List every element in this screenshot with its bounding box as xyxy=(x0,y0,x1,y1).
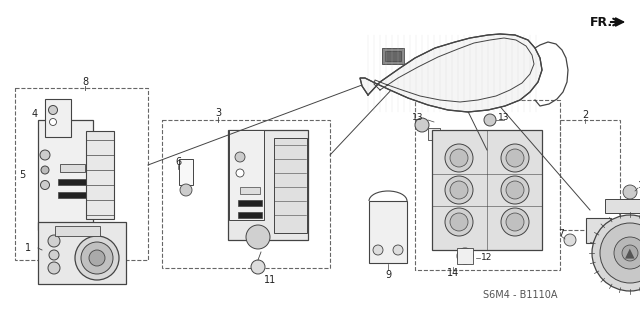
Circle shape xyxy=(40,181,49,189)
Bar xyxy=(382,48,404,64)
Circle shape xyxy=(49,250,59,260)
Bar xyxy=(605,199,640,213)
Text: 14: 14 xyxy=(447,268,459,278)
Circle shape xyxy=(40,150,50,160)
Circle shape xyxy=(445,176,473,204)
Bar xyxy=(385,51,401,61)
Circle shape xyxy=(484,114,496,126)
Bar xyxy=(369,201,407,263)
Text: 6: 6 xyxy=(175,157,181,167)
Circle shape xyxy=(592,215,640,291)
Text: 13: 13 xyxy=(499,113,509,122)
Text: 9: 9 xyxy=(385,270,391,280)
Bar xyxy=(228,130,308,240)
Bar xyxy=(54,226,99,236)
Circle shape xyxy=(501,176,529,204)
Text: 13: 13 xyxy=(412,113,424,122)
Circle shape xyxy=(81,242,113,274)
Bar xyxy=(432,130,542,250)
Circle shape xyxy=(450,213,468,231)
Bar xyxy=(240,187,260,194)
Text: 4: 4 xyxy=(32,109,38,119)
Bar xyxy=(415,100,560,270)
Circle shape xyxy=(48,235,60,247)
Bar xyxy=(238,212,262,218)
Circle shape xyxy=(89,250,105,266)
Circle shape xyxy=(49,118,56,125)
Circle shape xyxy=(393,245,403,255)
Bar xyxy=(238,200,262,206)
Bar xyxy=(45,99,71,137)
Text: 2: 2 xyxy=(582,110,588,120)
Circle shape xyxy=(497,52,523,78)
Circle shape xyxy=(623,185,637,199)
Polygon shape xyxy=(360,34,542,112)
Circle shape xyxy=(246,225,270,249)
Bar xyxy=(162,120,330,268)
Circle shape xyxy=(501,144,529,172)
Text: FR.: FR. xyxy=(590,16,613,28)
Circle shape xyxy=(445,144,473,172)
Circle shape xyxy=(236,169,244,177)
Bar xyxy=(58,179,86,185)
Circle shape xyxy=(445,208,473,236)
Bar xyxy=(60,164,84,172)
Circle shape xyxy=(450,181,468,199)
Circle shape xyxy=(506,181,524,199)
Bar xyxy=(228,130,264,220)
Circle shape xyxy=(450,149,468,167)
Circle shape xyxy=(235,152,245,162)
Bar xyxy=(38,222,126,284)
Circle shape xyxy=(506,213,524,231)
Text: 10: 10 xyxy=(638,181,640,189)
Circle shape xyxy=(501,208,529,236)
Bar xyxy=(179,159,193,185)
Text: S6M4 - B1110A: S6M4 - B1110A xyxy=(483,290,557,300)
Circle shape xyxy=(373,245,383,255)
Text: 5: 5 xyxy=(19,170,25,180)
Circle shape xyxy=(48,262,60,274)
Text: 7: 7 xyxy=(558,228,564,238)
Circle shape xyxy=(415,118,429,132)
Bar xyxy=(38,120,93,230)
Circle shape xyxy=(457,248,473,264)
Circle shape xyxy=(49,106,58,115)
Circle shape xyxy=(75,236,119,280)
Circle shape xyxy=(600,223,640,283)
Circle shape xyxy=(397,75,411,89)
Text: 3: 3 xyxy=(215,108,221,118)
Text: 12: 12 xyxy=(481,254,493,263)
Bar xyxy=(15,88,148,260)
Bar xyxy=(560,120,620,230)
Bar xyxy=(273,137,307,233)
Circle shape xyxy=(251,260,265,274)
Circle shape xyxy=(180,184,192,196)
Bar xyxy=(457,248,473,264)
Text: ▲: ▲ xyxy=(625,247,635,259)
Circle shape xyxy=(622,245,638,261)
Circle shape xyxy=(614,237,640,269)
Circle shape xyxy=(564,234,576,246)
Text: 11: 11 xyxy=(264,275,276,285)
Bar xyxy=(428,128,440,140)
Circle shape xyxy=(506,149,524,167)
Bar xyxy=(58,192,86,198)
Bar xyxy=(586,218,611,242)
Circle shape xyxy=(41,166,49,174)
Text: 1: 1 xyxy=(25,243,31,253)
Text: 8: 8 xyxy=(82,77,88,87)
Bar xyxy=(86,131,114,219)
